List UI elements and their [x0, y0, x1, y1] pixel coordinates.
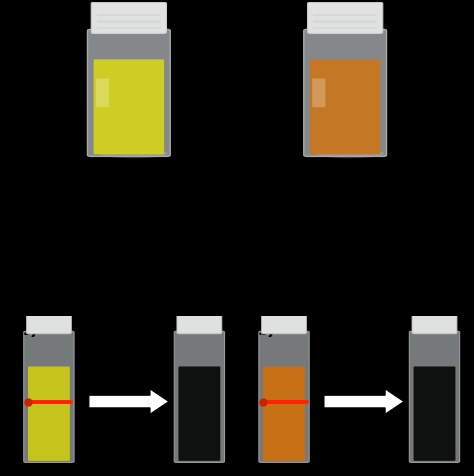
- Text: $\mathbf{E=Se/Te}$: $\mathbf{E=Se/Te}$: [14, 273, 109, 293]
- Ellipse shape: [100, 149, 167, 159]
- FancyBboxPatch shape: [263, 367, 305, 461]
- Text: (b): (b): [14, 172, 43, 190]
- Text: addition
of 0.5mL
OLA: addition of 0.5mL OLA: [335, 340, 393, 385]
- FancyBboxPatch shape: [312, 79, 325, 107]
- FancyArrow shape: [89, 389, 169, 414]
- FancyBboxPatch shape: [27, 311, 72, 334]
- FancyBboxPatch shape: [262, 311, 307, 334]
- FancyBboxPatch shape: [177, 311, 222, 334]
- FancyArrow shape: [324, 389, 404, 414]
- FancyBboxPatch shape: [413, 367, 456, 461]
- Text: $\mathbf{E^0 + 2H_{25}C_{12}\!-\!S\!-\!S\!-\!C_{12}H_{25} + 2H_2O}$: $\mathbf{E^0 + 2H_{25}C_{12}\!-\!S\!-\!S…: [49, 227, 374, 249]
- Text: (c): (c): [11, 321, 38, 339]
- Bar: [97, 20, 161, 23]
- FancyBboxPatch shape: [412, 311, 457, 334]
- Text: $\mathbf{EO_2 + 4HS\!-\!C_{12}H_{25}}$: $\mathbf{EO_2 + 4HS\!-\!C_{12}H_{25}}$: [49, 176, 230, 196]
- FancyBboxPatch shape: [310, 60, 381, 154]
- FancyBboxPatch shape: [259, 331, 309, 462]
- Text: (a): (a): [11, 8, 40, 26]
- FancyBboxPatch shape: [88, 30, 170, 157]
- Bar: [313, 20, 377, 23]
- FancyBboxPatch shape: [91, 2, 166, 33]
- Bar: [97, 14, 161, 16]
- FancyBboxPatch shape: [93, 60, 164, 154]
- Ellipse shape: [316, 149, 384, 159]
- Bar: [97, 27, 161, 29]
- FancyBboxPatch shape: [304, 30, 386, 157]
- Text: addition
of 0.5mL
OLA: addition of 0.5mL OLA: [100, 340, 158, 385]
- FancyBboxPatch shape: [308, 2, 383, 33]
- Bar: [313, 14, 377, 16]
- Bar: [313, 27, 377, 29]
- FancyBboxPatch shape: [96, 79, 109, 107]
- FancyBboxPatch shape: [178, 367, 220, 461]
- FancyBboxPatch shape: [410, 331, 460, 462]
- Text: (d): (d): [246, 321, 276, 339]
- FancyBboxPatch shape: [24, 331, 74, 462]
- FancyBboxPatch shape: [28, 367, 70, 461]
- FancyBboxPatch shape: [174, 331, 225, 462]
